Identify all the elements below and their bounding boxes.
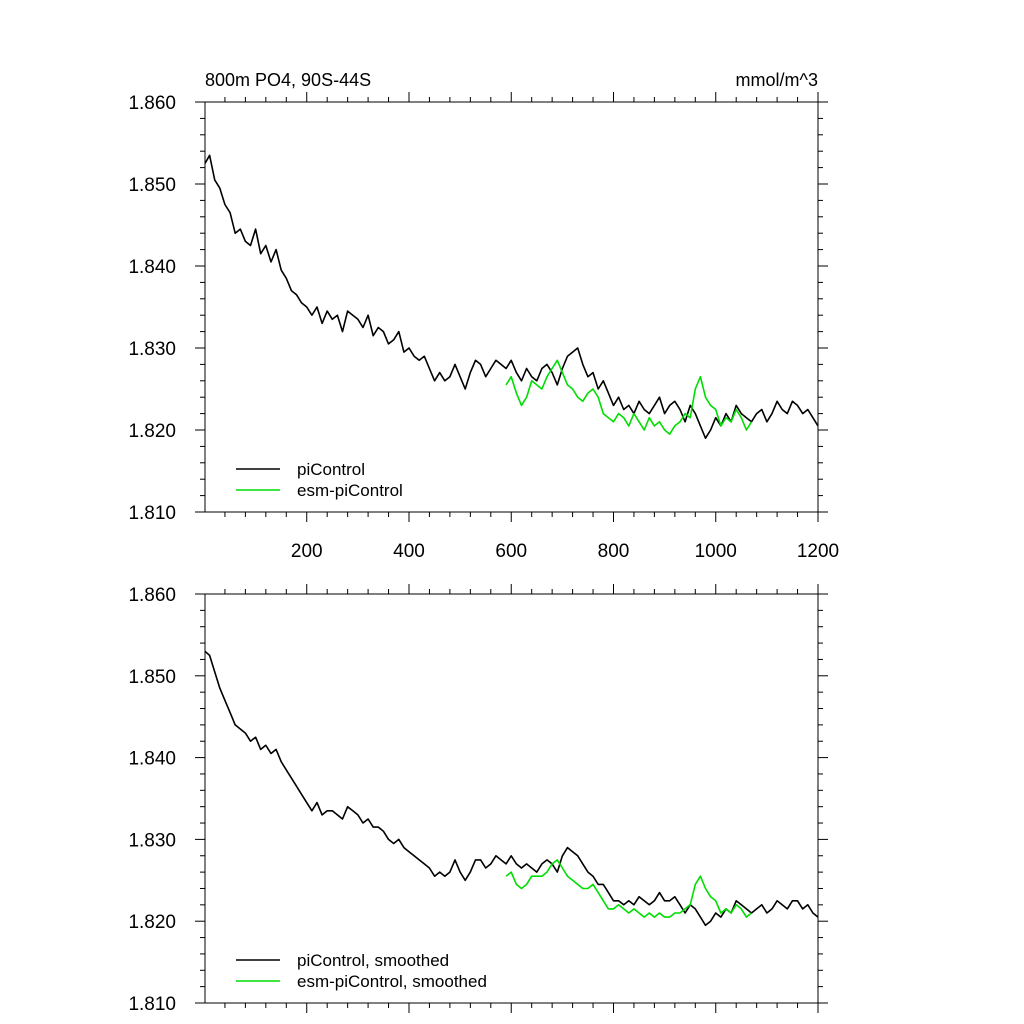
y-tick-label: 1.830 xyxy=(128,339,176,360)
y-tick-label: 1.860 xyxy=(128,585,176,606)
y-tick-label: 1.810 xyxy=(128,994,176,1015)
y-tick-label: 1.830 xyxy=(128,830,176,851)
top-panel-units: mmol/m^3 xyxy=(736,70,818,90)
series-line-1 xyxy=(505,859,753,918)
series-line-1 xyxy=(505,359,753,435)
legend-label-0: piControl xyxy=(297,460,365,479)
top-panel: 800m PO4, 90S-44S mmol/m^3 1.8101.8201.8… xyxy=(128,70,839,562)
x-tick-label: 1000 xyxy=(695,541,737,562)
bottom-panel-legend: piControl, smoothed esm-piControl, smooth… xyxy=(236,951,487,991)
bottom-panel: 1.810 1.820 1.830 1.840 1.850 1.860 piControl… xyxy=(128,584,828,1015)
series-line-0 xyxy=(204,154,819,440)
y-tick-label: 1.850 xyxy=(128,667,176,688)
top-panel-axes: 1.810 1.820 1.830 1.840 1.850 1.860 200 400 600 8… xyxy=(128,92,839,562)
y-tick-label: 1.860 xyxy=(128,93,176,114)
bottom-panel-series xyxy=(204,650,819,927)
y-tick-label: 1.820 xyxy=(128,912,176,933)
top-panel-series xyxy=(204,154,819,440)
y-tick-label: 1.810 xyxy=(128,503,176,524)
y-tick-label: 1.820 xyxy=(128,421,176,442)
top-panel-title: 800m PO4, 90S-44S xyxy=(205,70,371,90)
top-panel-legend: piControl esm-piControl xyxy=(236,460,403,500)
y-tick-label: 1.850 xyxy=(128,175,176,196)
series-line-0 xyxy=(204,650,819,927)
y-tick-label: 1.840 xyxy=(128,749,176,770)
legend-label-0: piControl, smoothed xyxy=(297,951,449,970)
x-tick-label: 800 xyxy=(598,541,630,562)
x-tick-label: 400 xyxy=(393,541,425,562)
bottom-panel-axes: 1.810 1.820 1.830 1.840 1.850 1.860 xyxy=(128,584,828,1015)
x-tick-label: 200 xyxy=(291,541,323,562)
plot-frame xyxy=(204,593,819,1004)
plot-frame xyxy=(204,101,819,513)
legend-label-1: esm-piControl, smoothed xyxy=(297,972,487,991)
x-tick-label: 600 xyxy=(495,541,527,562)
legend-label-1: esm-piControl xyxy=(297,481,403,500)
x-tick-label: 1200 xyxy=(797,541,839,562)
y-tick-label: 1.840 xyxy=(128,257,176,278)
